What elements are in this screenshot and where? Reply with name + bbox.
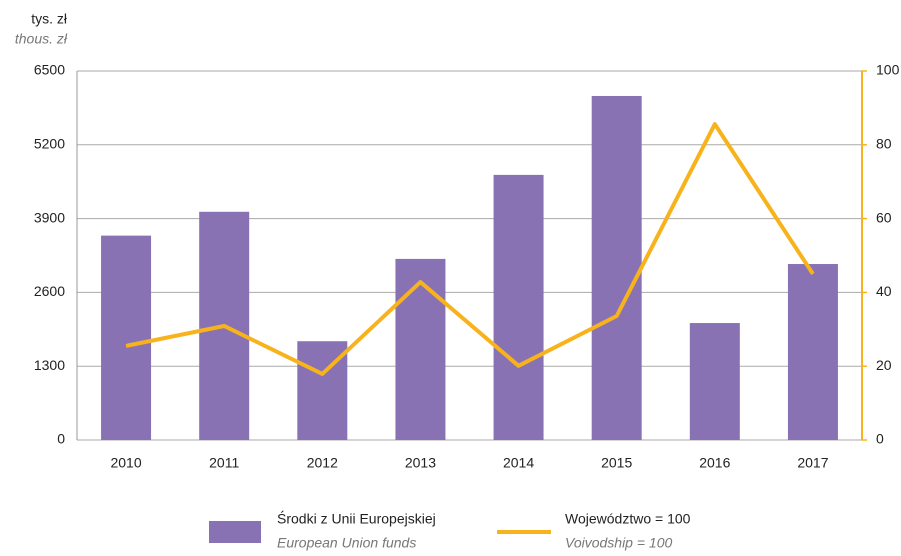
x-tick-label: 2010 (110, 455, 141, 471)
bar (493, 174, 544, 440)
y-tick-label: 1300 (34, 357, 65, 373)
y-tick-label: 6500 (34, 62, 65, 78)
legend-label: Środki z Unii Europejskiej (277, 510, 436, 527)
x-tick-label: 2013 (405, 455, 436, 471)
y2-tick-label: 100 (876, 62, 900, 78)
legend-label-en: European Union funds (277, 535, 416, 551)
y2-tick-label: 80 (876, 136, 892, 152)
x-tick-label: 2012 (307, 455, 338, 471)
y2-tick-label: 0 (876, 431, 884, 447)
legend-label: Województwo = 100 (565, 511, 691, 527)
line (125, 122, 815, 376)
bar (689, 323, 740, 440)
y2-tick-label: 60 (876, 209, 892, 225)
y2-tick-label: 40 (876, 283, 892, 299)
y-tick-label: 2600 (34, 283, 65, 299)
x-tick-label: 2014 (503, 455, 534, 471)
y-tick-label: 0 (57, 431, 65, 447)
x-tick-label: 2015 (601, 455, 632, 471)
bar (395, 258, 446, 440)
legend-swatch (209, 521, 261, 543)
bar (591, 95, 642, 441)
bar (101, 235, 152, 440)
y2-tick-label: 20 (876, 357, 892, 373)
legend-label-en: Voivodship = 100 (565, 535, 672, 551)
y-axis-label: tys. zł (31, 11, 68, 27)
bar (787, 264, 838, 440)
y-axis-label-en: thous. zł (15, 31, 68, 47)
x-tick-label: 2011 (209, 455, 239, 471)
x-tick-label: 2017 (797, 455, 828, 471)
y-tick-label: 3900 (34, 209, 65, 225)
x-tick-label: 2016 (699, 455, 730, 471)
y-tick-label: 5200 (34, 136, 65, 152)
